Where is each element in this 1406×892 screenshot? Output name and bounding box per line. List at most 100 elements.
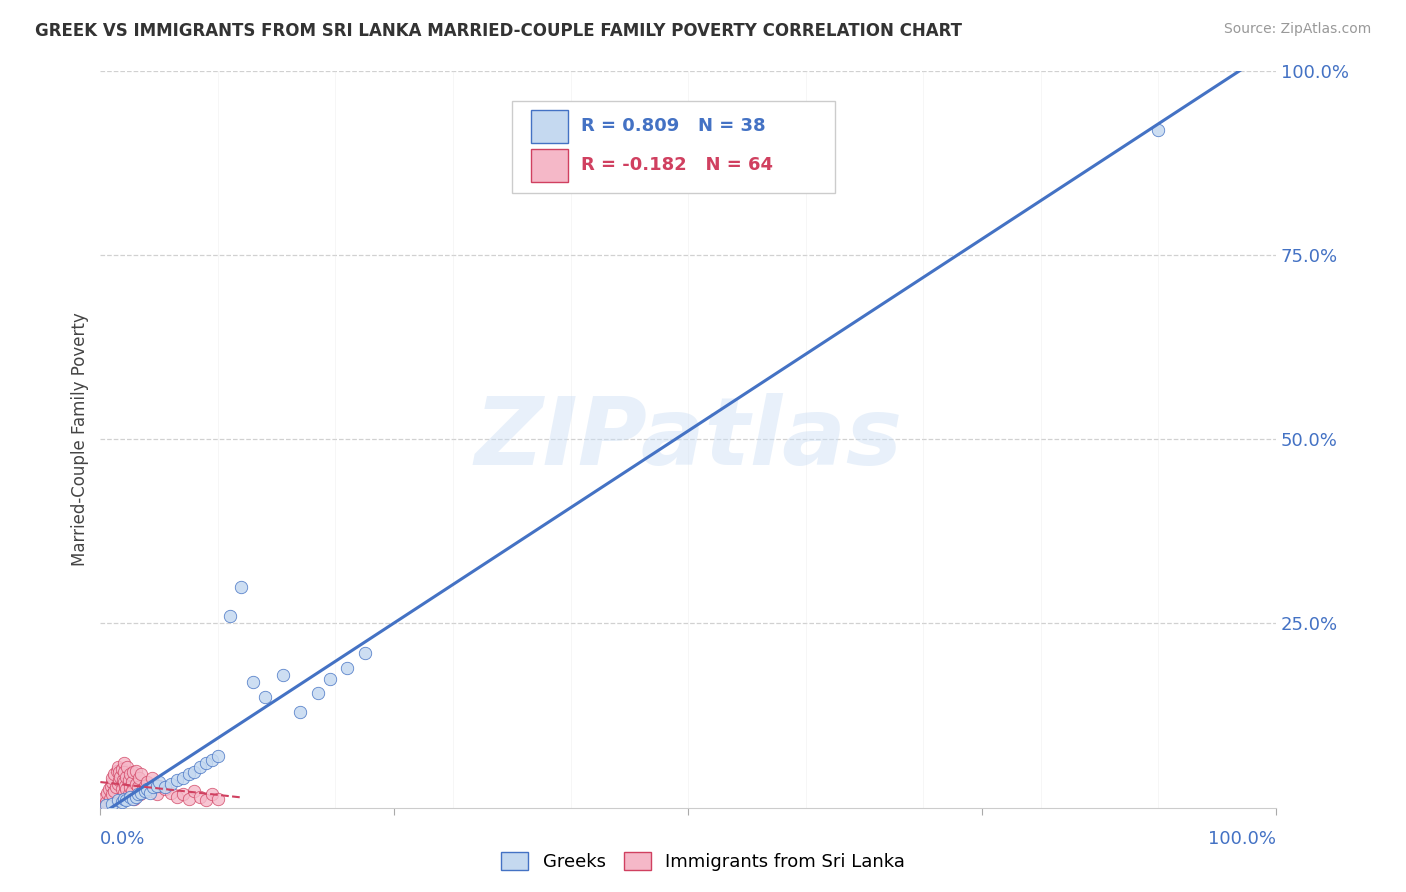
Point — [111, 772, 134, 787]
Point — [91, 797, 114, 811]
Text: 0.0%: 0.0% — [100, 830, 146, 848]
Point — [318, 672, 340, 686]
Point — [122, 765, 145, 780]
Point — [131, 767, 153, 781]
Point — [124, 791, 146, 805]
Point — [127, 780, 149, 794]
Point — [160, 777, 183, 791]
Point — [177, 767, 200, 781]
Point — [134, 784, 156, 798]
Point — [131, 782, 153, 797]
FancyBboxPatch shape — [530, 110, 568, 143]
Point — [153, 780, 176, 794]
Point — [117, 772, 139, 787]
Point — [101, 797, 124, 811]
Point — [98, 791, 121, 805]
Point — [172, 788, 194, 802]
Point — [121, 784, 143, 798]
Point — [107, 793, 129, 807]
Point — [96, 798, 118, 813]
Point — [129, 788, 152, 802]
Point — [166, 789, 188, 804]
Point — [120, 789, 142, 804]
Point — [146, 788, 169, 802]
Point — [290, 705, 312, 719]
Point — [127, 788, 149, 802]
Text: 100.0%: 100.0% — [1208, 830, 1277, 848]
Legend: Greeks, Immigrants from Sri Lanka: Greeks, Immigrants from Sri Lanka — [494, 845, 912, 879]
Point — [153, 782, 176, 797]
Point — [104, 780, 127, 794]
Point — [253, 690, 276, 705]
Point — [218, 609, 240, 624]
Point — [101, 774, 124, 789]
Point — [128, 771, 150, 785]
Point — [142, 780, 165, 794]
Point — [188, 760, 211, 774]
Point — [97, 782, 120, 797]
Point — [101, 788, 124, 802]
Point — [124, 789, 146, 804]
Point — [112, 774, 135, 789]
FancyBboxPatch shape — [530, 149, 568, 182]
Point — [94, 789, 117, 804]
Point — [114, 779, 136, 793]
Point — [201, 753, 224, 767]
FancyBboxPatch shape — [512, 101, 835, 193]
Point — [96, 786, 118, 800]
Point — [108, 772, 131, 787]
Point — [231, 580, 253, 594]
Point — [101, 771, 124, 785]
Point — [148, 774, 170, 789]
Point — [146, 779, 169, 793]
Y-axis label: Married-Couple Family Poverty: Married-Couple Family Poverty — [72, 312, 89, 566]
Point — [96, 795, 118, 809]
Point — [138, 784, 160, 798]
Point — [110, 770, 132, 784]
Point — [207, 791, 229, 805]
Point — [271, 668, 294, 682]
Point — [112, 765, 135, 780]
Point — [148, 779, 170, 793]
Point — [118, 780, 141, 794]
Point — [117, 788, 139, 802]
Point — [195, 793, 218, 807]
Point — [177, 791, 200, 805]
Point — [122, 791, 145, 805]
Point — [110, 762, 132, 776]
Point — [107, 777, 129, 791]
Point — [112, 756, 135, 771]
Point — [103, 784, 125, 798]
Point — [143, 780, 166, 794]
Point — [117, 760, 139, 774]
Point — [118, 767, 141, 781]
Point — [124, 777, 146, 791]
Point — [307, 686, 329, 700]
Text: Source: ZipAtlas.com: Source: ZipAtlas.com — [1223, 22, 1371, 37]
Point — [118, 789, 141, 804]
Point — [195, 756, 218, 771]
Point — [166, 772, 188, 787]
Point — [110, 795, 132, 809]
Point — [160, 786, 183, 800]
Text: ZIPatlas: ZIPatlas — [474, 393, 903, 485]
Point — [100, 779, 122, 793]
Point — [115, 782, 138, 797]
Point — [183, 765, 205, 780]
Point — [207, 749, 229, 764]
Point — [131, 786, 153, 800]
Point — [138, 786, 160, 800]
Point — [103, 767, 125, 781]
Point — [115, 770, 138, 784]
Point — [121, 774, 143, 789]
Text: R = 0.809   N = 38: R = 0.809 N = 38 — [581, 118, 766, 136]
Point — [134, 779, 156, 793]
Point — [136, 782, 159, 797]
Point — [105, 764, 128, 778]
Point — [336, 661, 359, 675]
Point — [93, 793, 115, 807]
Point — [112, 786, 135, 800]
Text: R = -0.182   N = 64: R = -0.182 N = 64 — [581, 156, 773, 174]
Text: GREEK VS IMMIGRANTS FROM SRI LANKA MARRIED-COUPLE FAMILY POVERTY CORRELATION CHA: GREEK VS IMMIGRANTS FROM SRI LANKA MARRI… — [35, 22, 962, 40]
Point — [242, 675, 264, 690]
